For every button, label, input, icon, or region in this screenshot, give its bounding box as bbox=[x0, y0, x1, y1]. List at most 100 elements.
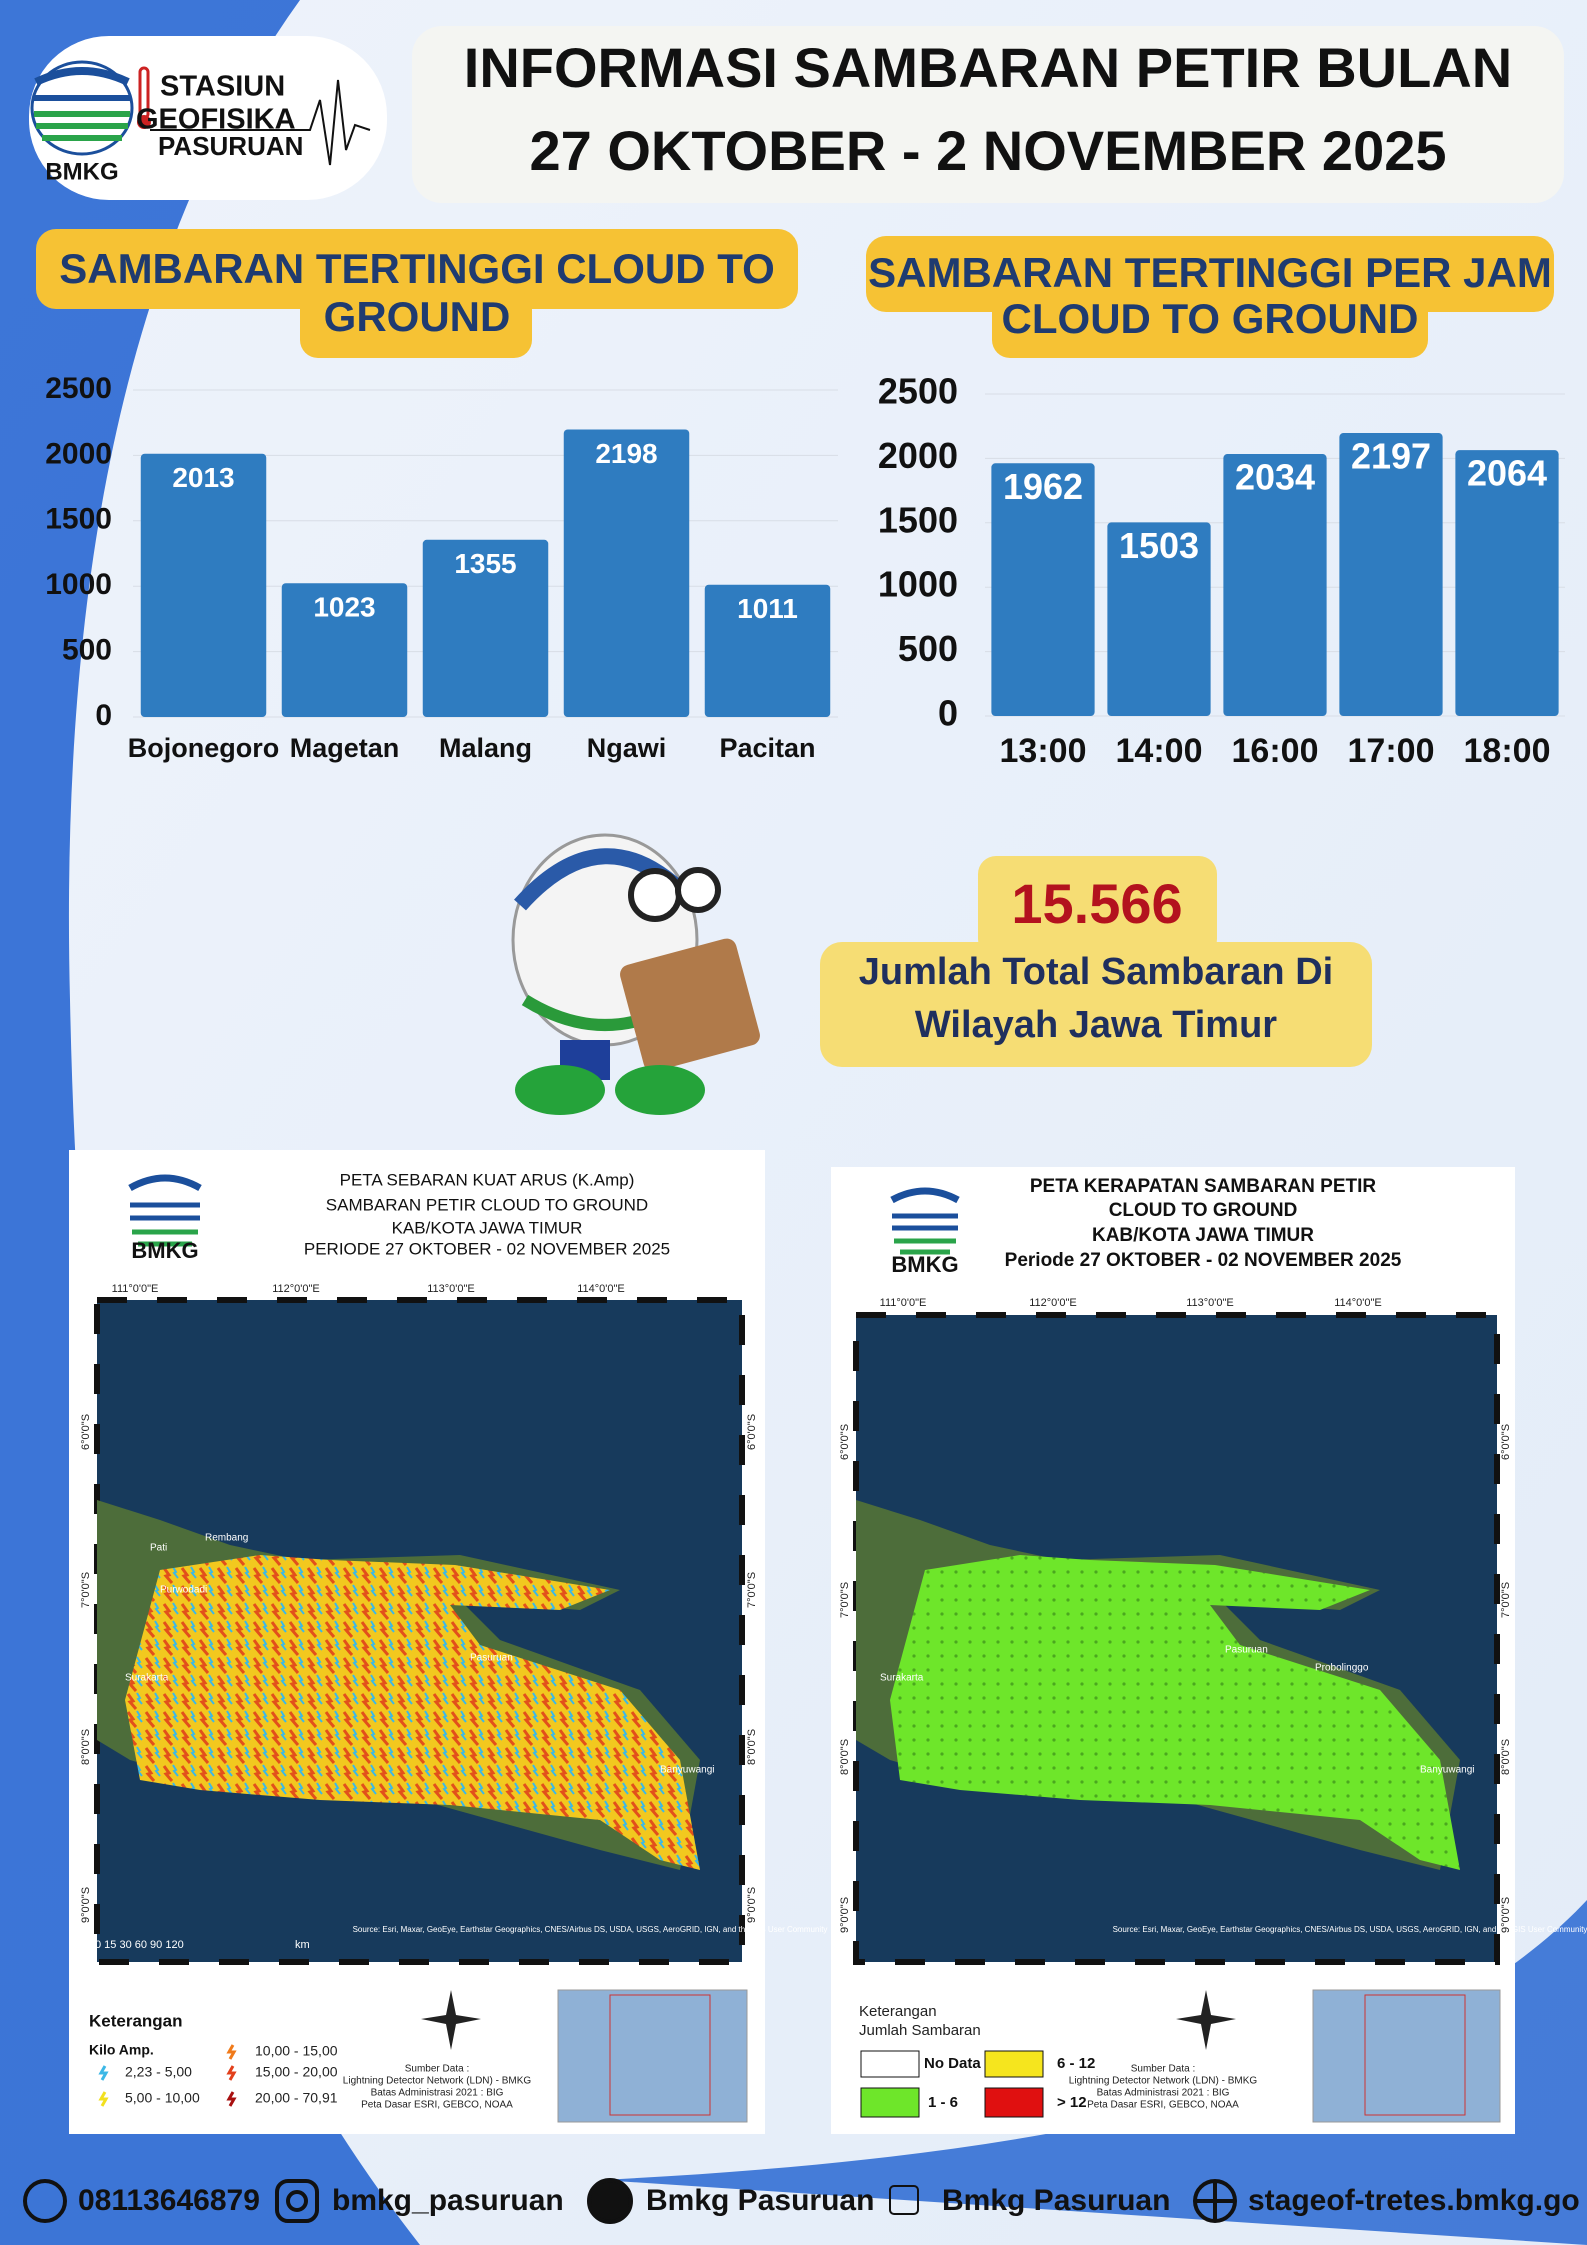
lon-label: 111°0'0"E bbox=[880, 1297, 927, 1309]
footer-item: 08113646879 bbox=[78, 2184, 260, 2217]
legend-swatch bbox=[860, 2087, 920, 2118]
logo-text: GEOFISIKA bbox=[136, 104, 296, 136]
bar bbox=[1455, 450, 1559, 716]
map-brand: BMKG bbox=[891, 1252, 958, 1277]
legend-swatch bbox=[984, 2050, 1044, 2078]
inset-extent bbox=[609, 1994, 711, 2116]
lat-label: 9°0'0"S bbox=[80, 1887, 92, 1923]
value-label: 1355 bbox=[454, 548, 516, 579]
chart-title-box bbox=[300, 290, 532, 358]
map-logo bbox=[890, 1187, 960, 1255]
place-label: Rembang bbox=[205, 1533, 248, 1544]
lat-label: 6°0'0"S bbox=[1500, 1424, 1512, 1460]
y-tick-label: 2000 bbox=[45, 437, 112, 470]
title: 27 OKTOBER - 2 NOVEMBER 2025 bbox=[529, 119, 1446, 182]
footer-item: Bmkg Pasuruan bbox=[942, 2184, 1170, 2217]
bar bbox=[422, 539, 549, 717]
legend-item: 6 - 12 bbox=[1057, 2055, 1095, 2072]
chart-title: GROUND bbox=[324, 293, 511, 340]
legend-item: 2,23 - 5,00 bbox=[125, 2064, 192, 2080]
scale-bar: 0 15 30 60 90 120 bbox=[95, 1939, 184, 1951]
value-label: 1011 bbox=[737, 593, 798, 624]
source: Lightning Detector Network (LDN) - BMKG bbox=[1069, 2076, 1258, 2087]
legend-bolts bbox=[98, 2044, 237, 2107]
bmkg-logo bbox=[30, 60, 371, 166]
value-label: 1962 bbox=[1003, 466, 1083, 507]
map-title: PETA KERAPATAN SAMBARAN PETIR bbox=[1030, 1176, 1377, 1197]
total-value: 15.566 bbox=[1011, 872, 1182, 935]
bar bbox=[1107, 522, 1211, 716]
footer-item: bmkg_pasuruan bbox=[332, 2184, 564, 2217]
lon-label: 113°0'0"E bbox=[427, 1283, 475, 1295]
source: Lightning Detector Network (LDN) - BMKG bbox=[343, 2076, 532, 2087]
y-tick-label: 0 bbox=[938, 693, 958, 734]
bar bbox=[1223, 454, 1327, 716]
x-tick-label: Pacitan bbox=[719, 733, 815, 763]
map-title: KAB/KOTA JAWA TIMUR bbox=[1092, 1225, 1314, 1246]
source: Batas Administrasi 2021 : BIG bbox=[1097, 2088, 1230, 2099]
y-tick-label: 2000 bbox=[878, 435, 958, 476]
y-tick-label: 2500 bbox=[45, 372, 112, 405]
map-title: Periode 27 OKTOBER - 02 NOVEMBER 2025 bbox=[1005, 1250, 1402, 1271]
footer-item: Bmkg Pasuruan bbox=[646, 2184, 874, 2217]
lat-label: 6°0'0"S bbox=[80, 1414, 92, 1450]
bar bbox=[281, 583, 408, 717]
lon-label: 113°0'0"E bbox=[1186, 1297, 1234, 1309]
logo-brand: BMKG bbox=[45, 158, 118, 185]
legend-item: 10,00 - 15,00 bbox=[255, 2043, 338, 2059]
x-tick-label: 13:00 bbox=[1000, 732, 1087, 770]
chart-title-box bbox=[36, 229, 798, 309]
x-tick-label: Magetan bbox=[290, 733, 400, 763]
value-label: 2198 bbox=[595, 438, 657, 469]
source: Peta Dasar ESRI, GEBCO, NOAA bbox=[361, 2100, 513, 2111]
mascot bbox=[511, 833, 760, 1115]
lat-label: 8°0'0"S bbox=[839, 1739, 851, 1775]
lon-label: 112°0'0"E bbox=[272, 1283, 320, 1295]
bar bbox=[563, 429, 690, 717]
lat-label: 7°0'0"S bbox=[80, 1572, 92, 1608]
lat-label: 6°0'0"S bbox=[746, 1414, 758, 1450]
place-label: Banyuwangi bbox=[1420, 1765, 1474, 1776]
density-area bbox=[125, 1555, 700, 1870]
y-tick-label: 1500 bbox=[45, 503, 112, 536]
lat-label: 9°0'0"S bbox=[1500, 1897, 1512, 1933]
footer-icons bbox=[23, 2178, 1237, 2224]
x-tick-label: 16:00 bbox=[1232, 732, 1319, 770]
lat-label: 9°0'0"S bbox=[746, 1887, 758, 1923]
y-tick-label: 1000 bbox=[878, 564, 958, 605]
y-tick-label: 500 bbox=[62, 634, 112, 667]
value-label: 1023 bbox=[313, 592, 375, 623]
scale-unit: km bbox=[295, 1939, 310, 1951]
chart-title: CLOUD TO GROUND bbox=[1002, 295, 1419, 342]
place-label: Surakarta bbox=[880, 1673, 924, 1684]
chart-title: SAMBARAN TERTINGGI PER JAM bbox=[868, 249, 1552, 296]
map-logo bbox=[128, 1174, 202, 1247]
y-tick-label: 0 bbox=[95, 699, 112, 732]
legend-item: No Data bbox=[924, 2055, 981, 2072]
legend-subtitle: Jumlah Sambaran bbox=[859, 2022, 981, 2039]
x-tick-label: 17:00 bbox=[1348, 732, 1435, 770]
legend-swatch bbox=[860, 2050, 920, 2078]
value-label: 2197 bbox=[1351, 436, 1431, 477]
lon-label: 114°0'0"E bbox=[1334, 1297, 1382, 1309]
bar bbox=[1339, 433, 1443, 716]
legend-swatch bbox=[984, 2087, 1044, 2118]
source: Peta Dasar ESRI, GEBCO, NOAA bbox=[1087, 2100, 1239, 2111]
map-brand: BMKG bbox=[131, 1238, 198, 1263]
place-label: Pasuruan bbox=[1225, 1645, 1268, 1656]
place-label: Probolinggo bbox=[1315, 1663, 1369, 1674]
chart-title-box bbox=[992, 292, 1428, 358]
lat-label: 6°0'0"S bbox=[839, 1424, 851, 1460]
y-tick-label: 1000 bbox=[45, 568, 112, 601]
bar bbox=[140, 453, 267, 717]
lon-label: 111°0'0"E bbox=[112, 1283, 159, 1295]
value-label: 1503 bbox=[1119, 525, 1199, 566]
source: Sumber Data : bbox=[405, 2064, 469, 2075]
attribution: Source: Esri, Maxar, GeoEye, Earthstar G… bbox=[1113, 1925, 1587, 1934]
title-box bbox=[412, 26, 1564, 203]
lat-label: 7°0'0"S bbox=[746, 1572, 758, 1608]
inset-extent bbox=[1364, 1994, 1466, 2116]
value-label: 2064 bbox=[1467, 453, 1547, 494]
y-tick-label: 1500 bbox=[878, 499, 958, 540]
